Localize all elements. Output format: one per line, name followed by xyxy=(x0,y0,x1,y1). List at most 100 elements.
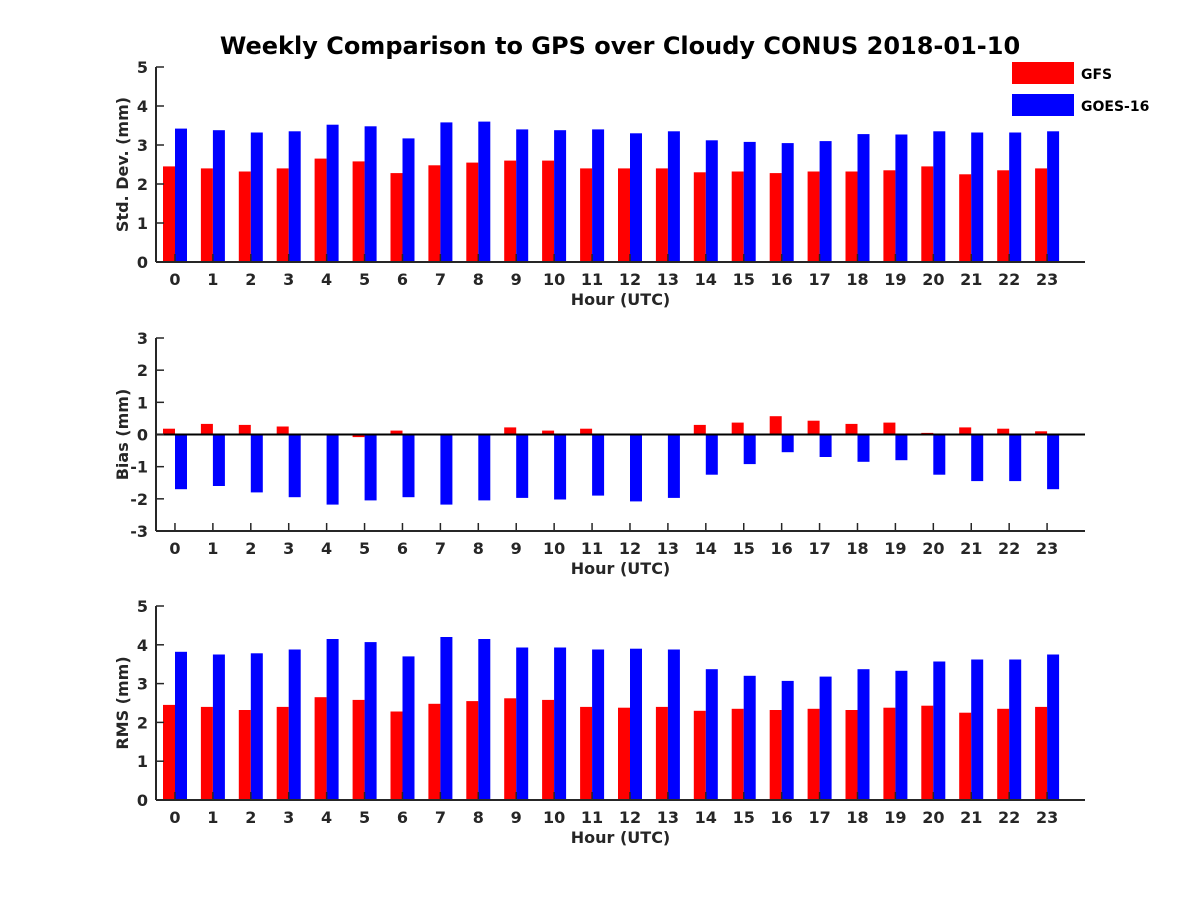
y-tick-label: 1 xyxy=(137,393,148,412)
x-tick-label: 2 xyxy=(245,539,256,558)
y-tick-label: 2 xyxy=(137,361,148,380)
x-tick-label: 5 xyxy=(359,539,370,558)
bar-goes16-10 xyxy=(554,434,567,500)
bar-goes16-4 xyxy=(326,434,339,505)
bar-gfs-5 xyxy=(352,699,365,800)
bar-gfs-11 xyxy=(580,706,593,800)
x-tick-label: 20 xyxy=(922,808,944,827)
x-tick-label: 14 xyxy=(695,808,717,827)
bar-gfs-1 xyxy=(200,423,213,435)
bar-goes16-12 xyxy=(630,133,642,262)
bar-goes16-17 xyxy=(819,434,832,457)
x-tick-label: 21 xyxy=(960,808,982,827)
bar-gfs-6 xyxy=(390,430,403,435)
bar-goes16-6 xyxy=(402,656,415,800)
x-tick-label: 11 xyxy=(581,808,603,827)
x-tick-label: 7 xyxy=(435,808,446,827)
x-tick-label: 18 xyxy=(846,539,868,558)
bar-goes16-6 xyxy=(402,434,415,498)
bar-goes16-17 xyxy=(819,141,832,262)
bar-goes16-19 xyxy=(895,434,908,461)
bar-goes16-3 xyxy=(288,434,301,498)
x-tick-label: 14 xyxy=(695,270,717,289)
x-tick-label: 6 xyxy=(397,808,408,827)
bar-goes16-22 xyxy=(1009,659,1022,800)
x-tick-label: 1 xyxy=(207,539,218,558)
bar-goes16-7 xyxy=(440,122,453,263)
x-tick-label: 23 xyxy=(1036,270,1058,289)
y-axis-label: RMS (mm) xyxy=(113,656,132,749)
x-tick-label: 6 xyxy=(397,539,408,558)
bar-gfs-19 xyxy=(883,422,896,435)
bar-goes16-0 xyxy=(175,434,187,490)
x-tick-label: 10 xyxy=(543,808,565,827)
x-tick-label: 5 xyxy=(359,808,370,827)
x-axis-label: Hour (UTC) xyxy=(571,828,671,847)
x-tick-label: 20 xyxy=(922,539,944,558)
x-tick-label: 3 xyxy=(283,808,294,827)
x-tick-label: 17 xyxy=(808,539,830,558)
bar-gfs-9 xyxy=(504,698,517,800)
x-tick-label: 13 xyxy=(657,808,679,827)
bar-gfs-8 xyxy=(466,701,479,800)
bar-gfs-14 xyxy=(693,710,706,800)
bar-goes16-15 xyxy=(743,434,756,465)
bar-gfs-11 xyxy=(580,428,593,435)
y-tick-label: 3 xyxy=(137,675,148,694)
bar-goes16-23 xyxy=(1047,434,1060,490)
x-tick-label: 10 xyxy=(543,270,565,289)
bar-gfs-15 xyxy=(731,422,744,435)
x-tick-label: 8 xyxy=(473,808,484,827)
x-tick-label: 22 xyxy=(998,808,1020,827)
bar-goes16-9 xyxy=(516,129,529,262)
x-tick-label: 19 xyxy=(884,539,906,558)
bar-gfs-4 xyxy=(314,697,327,800)
x-tick-label: 20 xyxy=(922,270,944,289)
x-tick-label: 19 xyxy=(884,270,906,289)
bar-goes16-5 xyxy=(364,642,377,800)
x-tick-label: 18 xyxy=(846,270,868,289)
bar-goes16-11 xyxy=(592,129,605,262)
bar-gfs-7 xyxy=(428,703,441,800)
bar-goes16-11 xyxy=(592,649,605,800)
bar-goes16-15 xyxy=(743,675,756,800)
legend-swatch-gfs xyxy=(1012,62,1074,84)
bar-goes16-14 xyxy=(705,434,718,475)
x-tick-label: 22 xyxy=(998,270,1020,289)
bar-goes16-19 xyxy=(895,670,908,800)
bar-gfs-8 xyxy=(466,162,479,262)
bar-goes16-22 xyxy=(1009,132,1022,262)
bar-gfs-3 xyxy=(276,426,289,435)
y-tick-label: 2 xyxy=(137,713,148,732)
x-tick-label: 8 xyxy=(473,270,484,289)
x-tick-label: 17 xyxy=(808,808,830,827)
bar-goes16-13 xyxy=(667,434,680,498)
bar-goes16-18 xyxy=(857,134,870,262)
x-tick-label: 7 xyxy=(435,270,446,289)
y-tick-label: 0 xyxy=(137,253,148,272)
x-tick-label: 8 xyxy=(473,539,484,558)
bar-gfs-23 xyxy=(1035,706,1048,800)
chart-title: Weekly Comparison to GPS over Cloudy CON… xyxy=(220,32,1020,60)
x-tick-label: 1 xyxy=(207,270,218,289)
bar-gfs-23 xyxy=(1035,168,1048,262)
bar-goes16-8 xyxy=(478,121,491,262)
x-tick-label: 19 xyxy=(884,808,906,827)
x-tick-label: 10 xyxy=(543,539,565,558)
bar-goes16-0 xyxy=(175,128,187,262)
bar-goes16-9 xyxy=(516,434,529,498)
bar-gfs-5 xyxy=(352,434,365,438)
x-tick-label: 5 xyxy=(359,270,370,289)
bar-gfs-1 xyxy=(200,706,213,800)
x-tick-label: 0 xyxy=(169,539,180,558)
legend: GFS GOES-16 xyxy=(1012,62,1149,116)
bar-gfs-2 xyxy=(238,710,251,800)
bar-gfs-10 xyxy=(542,430,555,435)
y-tick-label: -1 xyxy=(130,458,148,477)
x-tick-label: 23 xyxy=(1036,808,1058,827)
x-axis-label: Hour (UTC) xyxy=(571,559,671,578)
bar-goes16-0 xyxy=(175,651,187,800)
legend-swatch-goes16 xyxy=(1012,94,1074,116)
bar-gfs-2 xyxy=(238,171,251,262)
